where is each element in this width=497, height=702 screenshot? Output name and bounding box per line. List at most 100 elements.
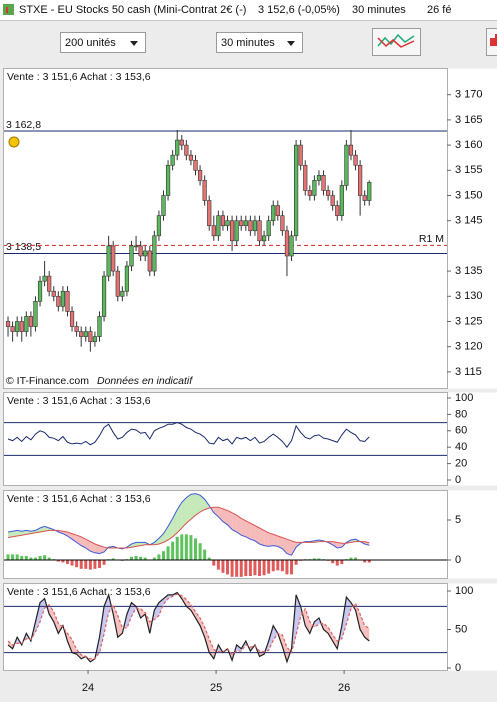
histogram-bar: [267, 560, 270, 574]
histogram-bar: [276, 560, 279, 570]
units-dropdown[interactable]: 200 unités: [61, 33, 146, 53]
y-tick-label: 3 125: [455, 315, 483, 327]
histogram-bar: [71, 560, 74, 566]
candle-body: [326, 190, 330, 195]
candle-body: [70, 311, 74, 326]
band-fill: [250, 523, 255, 541]
histogram-bar: [336, 560, 339, 566]
candle-body: [121, 291, 125, 296]
x-tick-label: 26: [338, 682, 350, 694]
histogram-bar: [285, 560, 288, 574]
candle-body: [25, 316, 29, 331]
histogram-bar: [226, 560, 229, 574]
candle-body: [84, 332, 88, 337]
candle-body: [166, 165, 170, 195]
candle-body: [29, 316, 33, 326]
y-tick-label: 3 170: [455, 89, 483, 101]
candle-body: [239, 221, 243, 226]
candle-body: [75, 327, 79, 332]
y-tick-label: 20: [455, 458, 467, 470]
window-price: 3 152,6 (-0,05%): [258, 4, 340, 16]
footer-note: Données en indicatif: [97, 375, 193, 387]
histogram-bar: [249, 560, 252, 576]
histogram-bar: [84, 560, 87, 569]
dropdown-text[interactable]: 200 unités: [65, 37, 116, 49]
y-tick-label: 3 160: [455, 139, 483, 151]
candle-body: [367, 182, 371, 200]
candle-body: [335, 206, 339, 216]
candle-body: [198, 170, 202, 180]
candle-body: [267, 221, 271, 236]
histogram-bar: [25, 556, 28, 560]
candle-body: [203, 180, 207, 200]
interval-dropdown[interactable]: 30 minutes: [217, 33, 303, 53]
histogram-bar: [157, 554, 160, 560]
candle-body: [34, 301, 38, 326]
side-button[interactable]: [487, 29, 497, 56]
y-tick-label: 3 150: [455, 189, 483, 201]
candle-body: [358, 165, 362, 195]
band-fill: [232, 513, 237, 532]
candle-body: [207, 201, 211, 226]
candle-body: [157, 216, 161, 236]
y-tick-label: 3 165: [455, 114, 483, 126]
y-tick-label: 3 130: [455, 290, 483, 302]
candle-body: [130, 246, 134, 266]
plot-area: [4, 69, 448, 389]
histogram-bar: [212, 560, 215, 566]
candle-body: [230, 221, 234, 241]
candle-body: [331, 195, 335, 205]
x-tick-label: 24: [82, 682, 94, 694]
candle-body: [98, 316, 102, 336]
window-title: STXE - EU Stocks 50 cash (Mini-Contrat 2…: [19, 4, 246, 16]
histogram-bar: [135, 556, 138, 560]
histogram-bar: [80, 560, 83, 569]
dropdown-text[interactable]: 30 minutes: [221, 37, 275, 49]
window-interval: 30 minutes: [352, 4, 406, 16]
candle-body: [253, 221, 257, 231]
candle-body: [143, 251, 147, 256]
candle-body: [93, 337, 97, 342]
candle-body: [11, 327, 15, 332]
panel-header: Vente : 3 151,6 Achat : 3 153,6: [7, 395, 151, 407]
axis-area: [448, 393, 497, 486]
candle-body: [111, 246, 115, 271]
candle-body: [308, 190, 312, 195]
histogram-bar: [185, 534, 188, 560]
band-fill: [241, 518, 246, 536]
candle-body: [189, 155, 193, 160]
candle-body: [38, 281, 42, 301]
candle-body: [89, 332, 93, 342]
histogram-bar: [103, 560, 106, 565]
candle-body: [212, 226, 216, 236]
histogram-bar: [11, 554, 14, 560]
candle-body: [271, 206, 275, 221]
candle-body: [317, 175, 321, 180]
histogram-bar: [281, 560, 284, 571]
candle-body: [57, 296, 61, 306]
y-tick-label: 3 155: [455, 164, 483, 176]
y-tick-label: 50: [455, 623, 467, 635]
histogram-bar: [244, 560, 247, 576]
candle-body: [20, 321, 24, 331]
panel-header: Vente : 3 151,6 Achat : 3 153,6: [7, 586, 151, 598]
candle-body: [102, 276, 106, 316]
histogram-bar: [7, 554, 10, 560]
y-tick-label: 60: [455, 425, 467, 437]
histogram-bar: [199, 543, 202, 560]
candle-body: [244, 221, 248, 226]
histogram-bar: [180, 534, 183, 560]
histogram-bar: [43, 555, 46, 560]
x-tick-label: 25: [210, 682, 222, 694]
candle-body: [294, 145, 298, 236]
candle-body: [153, 236, 157, 271]
chart-panel: 501,8353-0,3191Vente : 3 151,6 Achat : 3…: [3, 491, 497, 579]
candle-body: [79, 332, 83, 337]
horizontal-line-label: 3 138,5: [6, 241, 41, 253]
candle-body: [6, 321, 10, 326]
chart-panel: 10080604020052,606Vente : 3 151,6 Achat …: [3, 392, 497, 486]
histogram-bar: [66, 560, 69, 564]
indicator-button[interactable]: [373, 29, 421, 56]
